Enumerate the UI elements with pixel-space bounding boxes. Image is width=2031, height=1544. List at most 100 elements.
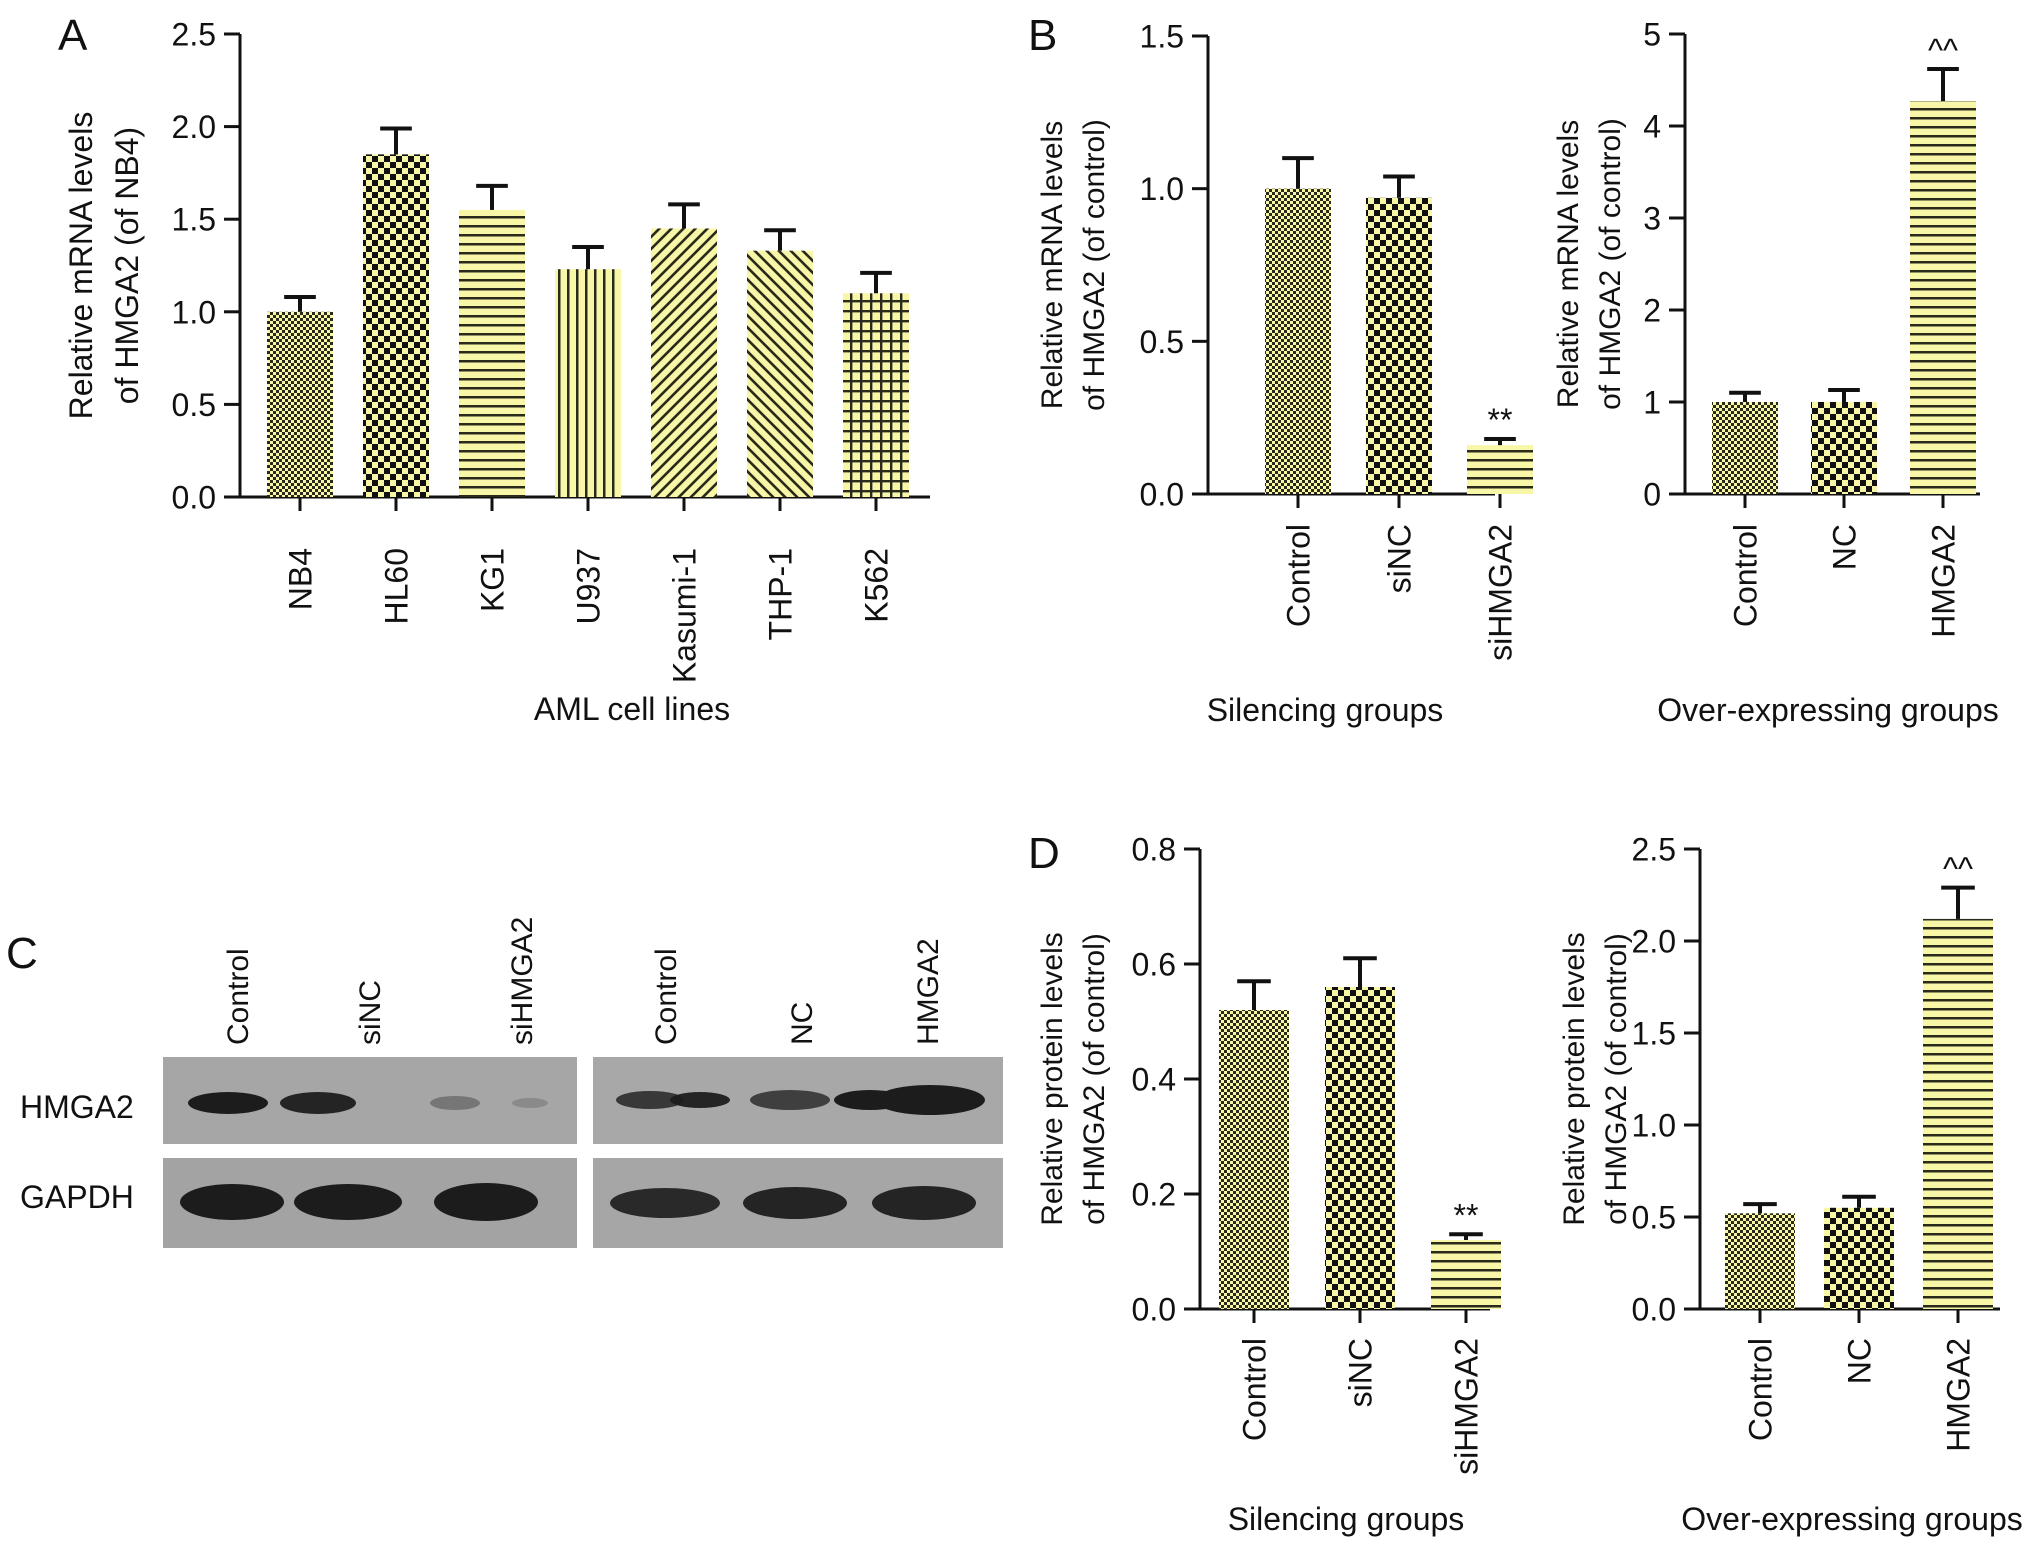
x-tick-label: siNC bbox=[1343, 1338, 1379, 1407]
x-tick-label: siHMGA2 bbox=[1483, 524, 1519, 661]
panel-label-c: C bbox=[6, 929, 38, 978]
y-axis-title: Relative mRNA levels bbox=[1036, 121, 1069, 409]
y-tick-label: 5 bbox=[1643, 17, 1661, 53]
blot-band bbox=[875, 1085, 985, 1115]
blot-band bbox=[430, 1096, 480, 1110]
x-tick-label: NB4 bbox=[283, 548, 319, 610]
bar bbox=[1910, 101, 1976, 494]
blot-lane-label: siHMGA2 bbox=[506, 917, 539, 1045]
y-tick-label: 1.5 bbox=[172, 202, 216, 238]
y-tick-label: 2 bbox=[1643, 293, 1661, 329]
x-axis-title: AML cell lines bbox=[534, 691, 730, 727]
x-tick-label: NC bbox=[1827, 524, 1863, 570]
y-tick-label: 2.5 bbox=[172, 17, 216, 53]
y-axis-title: Relative protein levels bbox=[1558, 932, 1591, 1225]
y-tick-label: 0.6 bbox=[1132, 947, 1176, 983]
bar bbox=[1467, 445, 1533, 494]
y-tick-label: 0.5 bbox=[172, 387, 216, 423]
y-tick-label: 0.8 bbox=[1132, 832, 1176, 868]
y-tick-label: 0.5 bbox=[1632, 1200, 1676, 1236]
y-tick-label: 0.0 bbox=[1140, 477, 1184, 513]
x-tick-label: KG1 bbox=[475, 548, 511, 612]
blot-lane-label: Control bbox=[650, 948, 683, 1045]
x-tick-label: NC bbox=[1842, 1338, 1878, 1384]
blot-band bbox=[610, 1188, 720, 1218]
chart-panel-d-overexpressing: 0.0 0.5 1.0 1.5 2.0 2.5 Relative protein level… bbox=[1558, 832, 2023, 1537]
y-axis-title: Relative mRNA levels bbox=[63, 112, 99, 420]
x-tick-label: Control bbox=[1743, 1338, 1779, 1441]
bar bbox=[1325, 987, 1395, 1309]
x-tick-label: siNC bbox=[1382, 524, 1418, 593]
y-tick-label: 0.5 bbox=[1140, 324, 1184, 360]
bar bbox=[1811, 402, 1877, 494]
significance-marker: ** bbox=[1488, 402, 1513, 438]
blot-lane-label: HMGA2 bbox=[912, 938, 945, 1045]
bar bbox=[1923, 918, 1993, 1309]
chart-panel-b-silencing: 0.0 0.5 1.0 1.5 Relative mRNA levels of HMGA2… bbox=[1036, 19, 1533, 728]
blot-lane-label: siNC bbox=[354, 980, 387, 1045]
y-tick-label: 2.0 bbox=[172, 109, 216, 145]
x-axis-title: Over-expressing groups bbox=[1681, 1501, 2022, 1537]
bar bbox=[459, 209, 525, 497]
blot-band bbox=[512, 1098, 548, 1108]
y-tick-label: 0.4 bbox=[1132, 1062, 1176, 1098]
y-tick-label: 0.0 bbox=[1132, 1292, 1176, 1328]
bar bbox=[1431, 1240, 1501, 1309]
y-tick-label: 1.0 bbox=[1140, 171, 1184, 207]
y-tick-label: 1 bbox=[1643, 385, 1661, 421]
y-tick-label: 1.5 bbox=[1632, 1016, 1676, 1052]
blot-band bbox=[743, 1187, 847, 1219]
x-tick-label: K562 bbox=[859, 548, 895, 623]
y-tick-label: 0 bbox=[1643, 477, 1661, 513]
bar bbox=[843, 293, 909, 497]
y-tick-label: 2.5 bbox=[1632, 832, 1676, 868]
y-axis-title: Relative protein levels bbox=[1036, 932, 1069, 1225]
panel-label-b: B bbox=[1028, 11, 1057, 60]
x-tick-label: HMGA2 bbox=[1941, 1338, 1977, 1452]
x-axis-title: Over-expressing groups bbox=[1657, 692, 1998, 728]
x-tick-label: Control bbox=[1728, 524, 1764, 627]
x-axis-title: Silencing groups bbox=[1228, 1501, 1465, 1537]
y-axis-title: of HMGA2 (of NB4) bbox=[109, 127, 145, 404]
x-tick-label: HL60 bbox=[379, 548, 415, 625]
y-tick-label: 4 bbox=[1643, 109, 1661, 145]
blot-band bbox=[188, 1092, 268, 1114]
bar bbox=[1712, 402, 1778, 494]
blot-band bbox=[434, 1183, 538, 1221]
bar bbox=[1725, 1213, 1795, 1309]
blot-band bbox=[670, 1092, 730, 1108]
significance-marker: ** bbox=[1454, 1197, 1479, 1233]
blot-lane-label: NC bbox=[786, 1002, 819, 1045]
x-tick-label: Control bbox=[1281, 524, 1317, 627]
y-axis-title: of HMGA2 (of control) bbox=[1078, 119, 1111, 411]
bar bbox=[1366, 197, 1432, 494]
x-axis-title: Silencing groups bbox=[1207, 692, 1444, 728]
y-axis-title: of HMGA2 (of control) bbox=[1078, 933, 1111, 1225]
y-axis-title: Relative mRNA levels bbox=[1552, 120, 1585, 408]
y-tick-label: 0.2 bbox=[1132, 1177, 1176, 1213]
blot-band bbox=[180, 1184, 284, 1220]
blot-band bbox=[294, 1184, 402, 1220]
bar bbox=[1265, 188, 1331, 494]
y-tick-label: 0.0 bbox=[172, 480, 216, 516]
chart-panel-a: 0.0 0.5 1.0 1.5 2.0 2.5 Relative mRNA levels of… bbox=[63, 17, 930, 727]
y-axis-title: of HMGA2 (of control) bbox=[1600, 933, 1633, 1225]
y-tick-label: 1.0 bbox=[1632, 1108, 1676, 1144]
blot-row-label-gapdh: GAPDH bbox=[20, 1179, 134, 1215]
blot-band bbox=[616, 1091, 684, 1109]
blot-lane-label: Control bbox=[222, 948, 255, 1045]
bar bbox=[747, 250, 813, 497]
x-tick-label: U937 bbox=[571, 548, 607, 625]
panel-label-d: D bbox=[1028, 829, 1060, 878]
bar bbox=[363, 154, 429, 497]
blot-band bbox=[872, 1186, 976, 1220]
y-tick-label: 1.0 bbox=[172, 294, 216, 330]
y-tick-label: 2.0 bbox=[1632, 924, 1676, 960]
bar bbox=[1824, 1207, 1894, 1309]
y-axis-title: of HMGA2 (of control) bbox=[1594, 118, 1627, 410]
x-tick-label: THP-1 bbox=[763, 548, 799, 640]
panel-label-a: A bbox=[58, 11, 88, 60]
blot-bands bbox=[180, 1085, 985, 1221]
x-tick-label: Control bbox=[1237, 1338, 1273, 1441]
